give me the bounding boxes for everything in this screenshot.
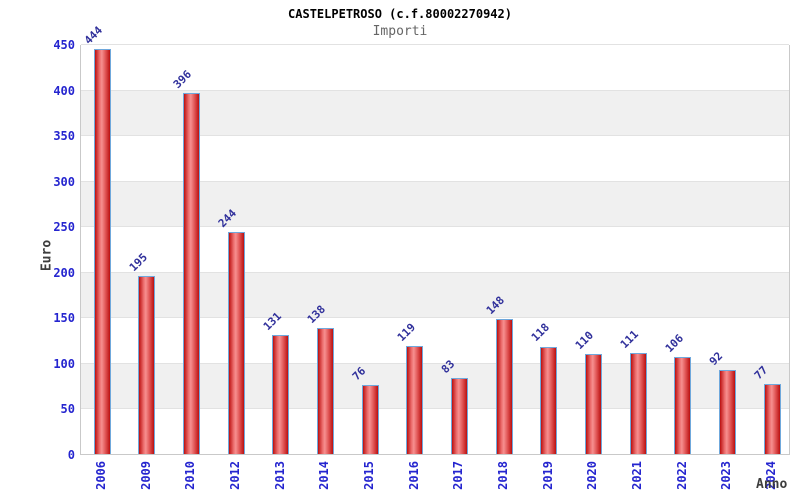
x-tick-label: 2023 — [719, 461, 734, 490]
x-tick-label: 2015 — [362, 461, 377, 490]
chart-subtitle: Importi — [372, 24, 428, 39]
x-axis-title: Anno — [756, 477, 788, 492]
y-tick-label: 50 — [60, 402, 75, 417]
bar — [584, 353, 602, 454]
bar — [495, 319, 513, 454]
grid-band — [81, 44, 789, 90]
bar — [227, 231, 245, 454]
bar — [272, 334, 290, 454]
x-tick-label: 2012 — [228, 461, 242, 490]
bar — [540, 346, 558, 454]
y-tick-label: 250 — [53, 220, 75, 235]
bar — [406, 345, 424, 454]
y-tick-label: 450 — [53, 38, 75, 52]
bar — [629, 352, 647, 454]
x-tick-label: 2022 — [674, 461, 689, 490]
chart-title: CASTELPETROSO (c.f.80002270942) — [288, 7, 512, 21]
y-tick-label: 200 — [53, 265, 75, 280]
bar — [361, 384, 379, 454]
x-tick-label: 2016 — [406, 461, 421, 490]
x-tick-label: 2018 — [496, 461, 511, 490]
x-tick-label: 2021 — [630, 461, 645, 490]
y-tick-label: 100 — [53, 356, 75, 371]
x-tick-label: 2009 — [138, 461, 153, 490]
y-tick-label: 350 — [53, 129, 75, 144]
x-tick-label: 2013 — [272, 461, 287, 490]
bar — [718, 370, 736, 454]
y-tick-label: 0 — [67, 448, 75, 462]
bar — [316, 328, 334, 454]
x-tick-label: 2010 — [183, 461, 198, 490]
bar — [763, 383, 781, 454]
bar — [93, 49, 111, 454]
bar — [182, 93, 200, 454]
bar — [138, 276, 156, 454]
bar — [674, 357, 692, 454]
bar — [450, 378, 468, 454]
x-tick-label: 2017 — [451, 461, 466, 490]
y-tick-label: 400 — [53, 83, 75, 98]
x-tick-label: 2020 — [585, 461, 600, 490]
x-tick-label: 2019 — [540, 461, 555, 490]
plot-area — [80, 44, 790, 455]
x-tick-label: 2006 — [94, 461, 108, 490]
y-axis-title: Euro — [39, 239, 55, 272]
y-tick-label: 150 — [53, 311, 75, 326]
y-tick-label: 300 — [53, 174, 75, 189]
x-tick-label: 2014 — [317, 461, 332, 490]
